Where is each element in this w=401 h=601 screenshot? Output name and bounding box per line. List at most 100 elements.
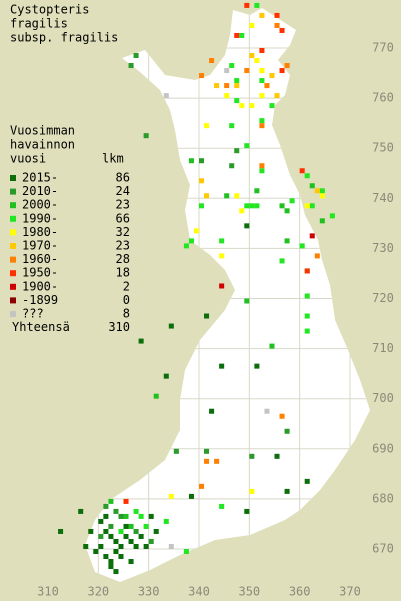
observation-square xyxy=(304,313,310,319)
observation-square xyxy=(254,203,260,209)
observation-square xyxy=(259,78,265,84)
observation-square xyxy=(204,313,210,319)
legend-swatch xyxy=(10,243,16,249)
legend-count-header: lkm xyxy=(102,152,124,166)
observation-square xyxy=(128,63,134,69)
observation-square xyxy=(259,68,265,74)
observation-square xyxy=(163,373,169,379)
legend-header: havainnon xyxy=(10,138,75,152)
observation-square xyxy=(128,523,134,529)
legend-label: 1990- xyxy=(22,211,58,225)
observation-square xyxy=(128,559,134,565)
observation-square xyxy=(209,408,215,414)
observation-square xyxy=(138,533,144,539)
observation-square xyxy=(148,538,154,544)
observation-square xyxy=(254,188,260,194)
observation-square xyxy=(148,513,154,519)
observation-square xyxy=(103,503,109,509)
observation-square xyxy=(304,268,310,274)
observation-square xyxy=(284,63,290,69)
observation-square xyxy=(244,203,250,209)
y-tick-label: 760 xyxy=(372,91,394,105)
legend-swatch xyxy=(10,188,16,195)
observation-square xyxy=(244,298,250,304)
observation-square xyxy=(143,543,149,549)
observation-square xyxy=(254,58,260,64)
observation-square xyxy=(108,559,114,565)
observation-square xyxy=(108,523,114,529)
observation-square xyxy=(168,323,174,329)
observation-square xyxy=(173,448,179,454)
y-tick-label: 700 xyxy=(372,391,394,405)
observation-square xyxy=(133,508,139,514)
observation-square xyxy=(219,283,225,289)
observation-square xyxy=(113,549,119,555)
observation-square xyxy=(58,528,64,534)
observation-square xyxy=(254,363,260,369)
observation-square xyxy=(219,363,225,369)
observation-square xyxy=(224,93,230,99)
observation-square xyxy=(138,338,144,344)
observation-square xyxy=(183,243,189,249)
y-tick-label: 730 xyxy=(372,241,394,255)
observation-square xyxy=(113,508,119,514)
observation-square xyxy=(123,498,129,504)
observation-square xyxy=(319,188,325,194)
observation-square xyxy=(249,488,255,494)
title-line: fragilis xyxy=(10,17,68,31)
observation-square xyxy=(304,203,310,209)
observation-square xyxy=(168,493,174,499)
observation-square xyxy=(264,83,270,89)
legend-label: 2015- xyxy=(22,171,58,185)
observation-square xyxy=(118,528,124,534)
legend-count: 2 xyxy=(123,279,130,293)
observation-square xyxy=(274,22,280,28)
observation-square xyxy=(279,258,285,264)
legend-label: 1950- xyxy=(22,266,58,280)
squares xyxy=(58,2,335,575)
observation-square xyxy=(299,168,305,174)
observation-square xyxy=(199,483,205,489)
observation-square xyxy=(163,518,169,524)
y-tick-label: 740 xyxy=(372,191,394,205)
observation-square xyxy=(259,168,265,174)
observation-square xyxy=(153,393,159,399)
observation-square xyxy=(103,554,109,560)
observation-square xyxy=(143,133,149,139)
legend-count: 8 xyxy=(123,307,130,321)
x-tick-label: 370 xyxy=(339,585,361,599)
observation-square xyxy=(219,253,225,259)
observation-square xyxy=(123,533,129,539)
observation-square xyxy=(224,68,230,74)
observation-square xyxy=(289,198,295,204)
observation-square xyxy=(163,93,169,99)
observation-square xyxy=(234,148,240,154)
observation-square xyxy=(329,213,335,219)
observation-square xyxy=(269,343,275,349)
title-line: subsp. fragilis xyxy=(10,31,118,45)
observation-square xyxy=(249,203,255,209)
x-tick-label: 320 xyxy=(87,585,109,599)
x-tick-label: 360 xyxy=(289,585,311,599)
legend-swatch xyxy=(10,311,16,317)
observation-square xyxy=(188,493,194,499)
observation-square xyxy=(118,554,124,560)
observation-square xyxy=(78,508,84,514)
observation-square xyxy=(279,27,285,33)
legend-swatch xyxy=(10,297,16,304)
observation-square xyxy=(234,32,240,38)
observation-square xyxy=(108,564,114,570)
observation-square xyxy=(118,543,124,549)
observation-square xyxy=(249,103,255,109)
legend-label: 1960- xyxy=(22,252,58,266)
observation-square xyxy=(204,448,210,454)
observation-square xyxy=(254,2,260,8)
legend-label: 1980- xyxy=(22,225,58,239)
legend-swatch xyxy=(10,283,16,290)
observation-square xyxy=(284,488,290,494)
y-tick-label: 680 xyxy=(372,491,394,505)
observation-square xyxy=(188,158,194,164)
observation-square xyxy=(279,413,285,419)
observation-square xyxy=(249,53,255,59)
